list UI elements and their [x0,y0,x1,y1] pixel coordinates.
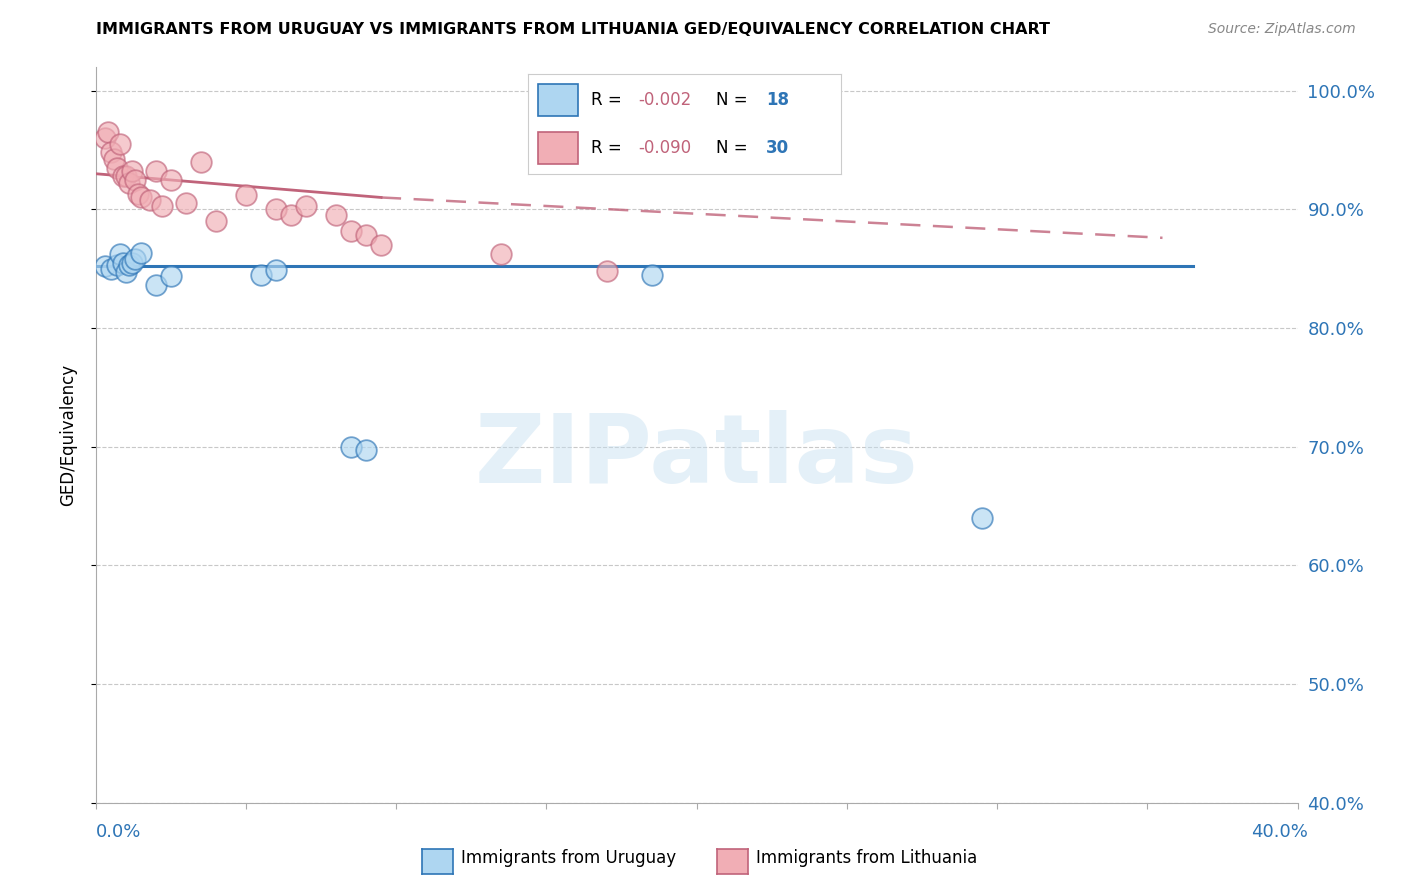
Point [108,136,131,151]
Point [114,169,136,183]
Point [118,176,141,190]
Point [111,169,134,183]
Text: Immigrants from Lithuania: Immigrants from Lithuania [756,849,977,867]
Point [129,190,152,204]
Text: 40.0%: 40.0% [1251,822,1308,840]
Point [118,258,141,272]
Text: 0.0%: 0.0% [96,822,141,840]
Point [250,268,273,282]
Point [108,247,131,261]
Point [354,443,377,458]
Point [340,224,363,238]
Point [340,440,363,454]
Point [103,153,125,167]
Point [159,172,181,186]
Point [121,164,143,178]
Point [491,247,513,261]
Point [145,164,167,178]
Point [100,261,122,276]
Point [93,131,115,145]
Point [114,265,136,279]
Point [174,196,197,211]
Point [264,202,287,217]
Point [354,228,377,243]
Point [97,125,120,139]
Point [159,268,181,283]
Point [190,154,212,169]
Point [205,214,228,228]
Text: IMMIGRANTS FROM URUGUAY VS IMMIGRANTS FROM LITHUANIA GED/EQUIVALENCY CORRELATION: IMMIGRANTS FROM URUGUAY VS IMMIGRANTS FR… [96,22,1050,37]
Point [325,208,347,222]
Point [129,246,152,260]
Point [150,199,173,213]
Point [595,264,617,278]
Point [138,193,160,207]
Point [105,161,128,175]
Point [121,256,143,270]
Point [370,238,392,252]
Point [235,188,257,202]
Point [100,145,122,160]
Text: ZIPatlas: ZIPatlas [475,410,918,503]
Point [127,186,149,201]
Point [280,208,302,222]
Point [145,278,167,293]
Point [105,258,128,272]
Point [972,511,994,525]
Text: Immigrants from Uruguay: Immigrants from Uruguay [461,849,676,867]
Point [111,256,134,270]
Point [295,199,318,213]
Point [264,263,287,277]
Point [124,172,146,186]
Text: Source: ZipAtlas.com: Source: ZipAtlas.com [1208,22,1355,37]
Y-axis label: GED/Equivalency: GED/Equivalency [59,364,77,506]
Point [640,268,662,282]
Point [124,252,146,267]
Point [93,260,115,274]
